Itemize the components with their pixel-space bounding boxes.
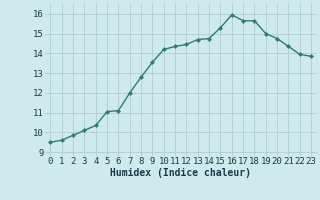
X-axis label: Humidex (Indice chaleur): Humidex (Indice chaleur) [110,168,251,178]
